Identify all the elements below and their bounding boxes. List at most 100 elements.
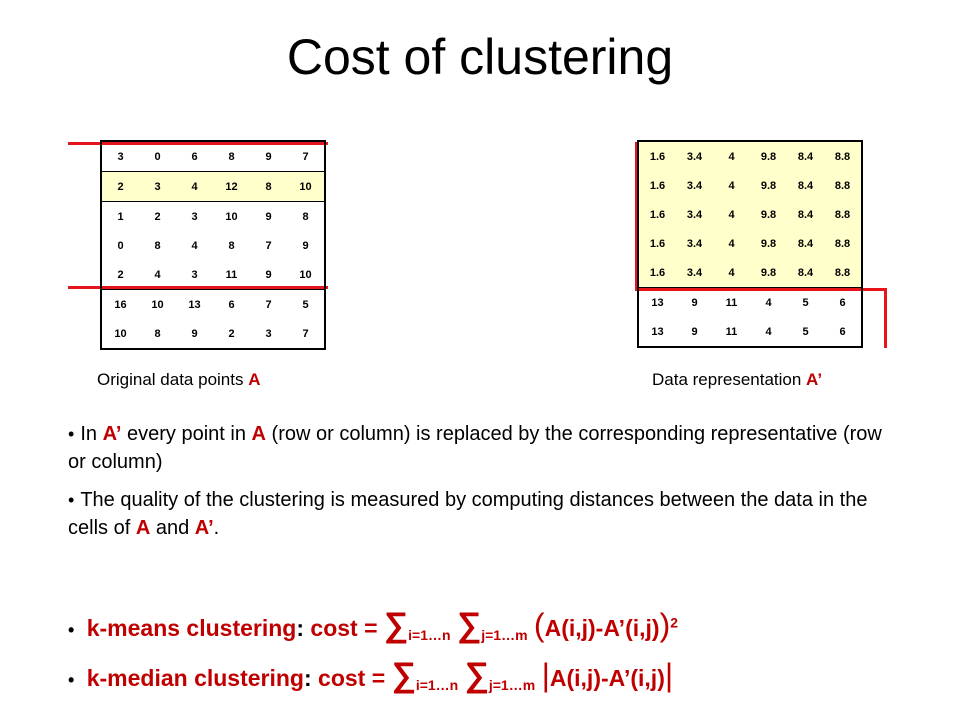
matrix-row: 1 2 3 10 9 8: [101, 202, 325, 232]
matrix-row: 1.6 3.4 4 9.8 8.4 8.8: [638, 258, 862, 288]
matrix-cell: 4: [176, 171, 213, 202]
matrix-cell: 2: [228, 327, 235, 340]
right-matrix-caption: Data representation A’: [652, 370, 823, 389]
slide-title: Cost of clustering: [286, 29, 674, 85]
matrix-cell: 4: [191, 239, 198, 252]
matrix-cell: 1.6: [638, 258, 676, 288]
matrix-cell: 10: [287, 171, 326, 202]
matrix-cell: 10: [151, 298, 164, 311]
matrix-cell: 3.4: [676, 229, 713, 258]
left-matrix-caption: Original data points A: [97, 370, 261, 389]
matrix-cell: 1.6: [638, 200, 676, 229]
matrix-cell: 8: [154, 327, 161, 340]
matrix-row: 2 3 4 12 8 10: [100, 171, 326, 202]
bullet-replacement: • In A’ every point in A (row or column) …: [68, 423, 882, 473]
matrix-cell: 6: [839, 325, 846, 338]
cluster-marker-line: [68, 142, 328, 145]
matrix-cell: 4: [139, 260, 176, 290]
matrix-cell: 8.4: [787, 200, 824, 229]
matrix-cell: 9: [302, 239, 309, 252]
bullet-dot-icon: •: [68, 620, 75, 640]
kmeans-formula: • k-means clustering: cost = ∑i=1…n ∑j=1…: [68, 606, 679, 644]
explanation-bullets: • In A’ every point in A (row or column) …: [68, 420, 898, 552]
matrix-cell: 5: [802, 296, 809, 309]
matrix-cell: 7: [302, 327, 309, 340]
matrix-cell: 0: [154, 150, 161, 163]
representation-matrix: 1.6 3.4 4 9.8 8.4 8.8 1.6 3.4 4 9.8 8.4 8.8 1.6 3.4 4 9…: [637, 140, 863, 348]
matrix-cell: 0: [117, 239, 124, 252]
matrix-cell: 3: [265, 327, 272, 340]
matrix-row: 0 8 4 8 7 9: [101, 231, 325, 260]
matrix-cell: 5: [302, 298, 309, 311]
matrix-cell: 7: [302, 150, 309, 163]
matrix-cell: 8.4: [787, 171, 824, 200]
matrix-cell: 4: [713, 200, 750, 229]
matrix-row: 1.6 3.4 4 9.8 8.4 8.8: [638, 141, 862, 171]
bullet-dot-icon: •: [68, 490, 75, 510]
matrix-cell: 6: [228, 298, 235, 311]
matrix-cell: 4: [713, 229, 750, 258]
matrix-cell: 9: [265, 150, 272, 163]
matrix-cell: 11: [725, 325, 738, 338]
matrix-row: 13 9 11 4 5 6: [638, 288, 862, 318]
matrix-cell: 9: [250, 260, 287, 290]
matrix-cell: 8: [228, 150, 235, 163]
bullet-dot-icon: •: [68, 424, 75, 444]
matrix-cell: 8.4: [787, 258, 824, 288]
matrix-cell: 9.8: [750, 258, 787, 288]
matrix-cell: 6: [839, 296, 846, 309]
matrix-cell: 9: [691, 296, 698, 309]
matrix-cell: 13: [651, 296, 664, 309]
matrix-row: 1.6 3.4 4 9.8 8.4 8.8: [638, 171, 862, 200]
matrix-cell: 4: [713, 258, 750, 288]
matrix-cell: 9.8: [750, 229, 787, 258]
matrix-cell: 11: [725, 296, 738, 309]
matrix-cell: 3: [117, 150, 124, 163]
matrix-cell: 8: [302, 210, 309, 223]
matrix-row: 1.6 3.4 4 9.8 8.4 8.8: [638, 229, 862, 258]
matrix-cell: 8.8: [824, 171, 862, 200]
matrix-cell: 11: [213, 260, 250, 290]
matrix-cell: 9: [265, 210, 272, 223]
matrix-cell: 2: [101, 260, 139, 290]
matrix-row: 16 10 13 6 7 5: [101, 290, 325, 320]
cluster-marker-line: [635, 288, 885, 291]
matrix-row: 1.6 3.4 4 9.8 8.4 8.8: [638, 200, 862, 229]
matrix-cell: 4: [713, 141, 750, 171]
matrix-cell: 1.6: [638, 171, 676, 200]
matrix-cell: 9.8: [750, 171, 787, 200]
bullet-quality: • The quality of the clustering is measur…: [68, 489, 868, 539]
matrix-cell: 10: [287, 260, 325, 290]
matrix-cell: 9.8: [750, 141, 787, 171]
matrix-cell: 9: [691, 325, 698, 338]
matrix-cell: 3: [191, 210, 198, 223]
matrix-cell: 8: [250, 171, 287, 202]
matrix-cell: 10: [225, 210, 238, 223]
matrix-cell: 13: [651, 325, 664, 338]
matrix-cell: 8.4: [787, 141, 824, 171]
matrix-cell: 8.8: [824, 229, 862, 258]
matrix-cell: 13: [188, 298, 201, 311]
matrix-row: 3 0 6 8 9 7: [101, 141, 325, 172]
matrix-cell: 4: [765, 296, 772, 309]
matrix-cell: 7: [265, 239, 272, 252]
original-data-matrix: 3 0 6 8 9 7 2 3 4 12 8 10 1 2 3 10 9 8 0 8 4 8 7 9 2 4 3 11 9 10 16 10 1…: [100, 140, 326, 350]
matrix-cell: 7: [265, 298, 272, 311]
matrix-cell: 3.4: [676, 200, 713, 229]
matrix-cell: 3: [176, 260, 213, 290]
matrix-cell: 8.8: [824, 258, 862, 288]
matrix-cell: 8: [228, 239, 235, 252]
bullet-dot-icon: •: [68, 670, 75, 690]
matrix-cell: 3.4: [676, 171, 713, 200]
matrix-cell: 8: [154, 239, 161, 252]
matrix-cell: 4: [765, 325, 772, 338]
matrix-cell: 2: [100, 171, 139, 202]
matrix-cell: 10: [114, 327, 127, 340]
matrix-cell: 8.8: [824, 200, 862, 229]
matrix-cell: 2: [154, 210, 161, 223]
matrix-cell: 3.4: [676, 141, 713, 171]
matrix-cell: 9: [191, 327, 198, 340]
matrix-row: 13 9 11 4 5 6: [638, 317, 862, 347]
matrix-cell: 9.8: [750, 200, 787, 229]
matrix-cell: 8.4: [787, 229, 824, 258]
